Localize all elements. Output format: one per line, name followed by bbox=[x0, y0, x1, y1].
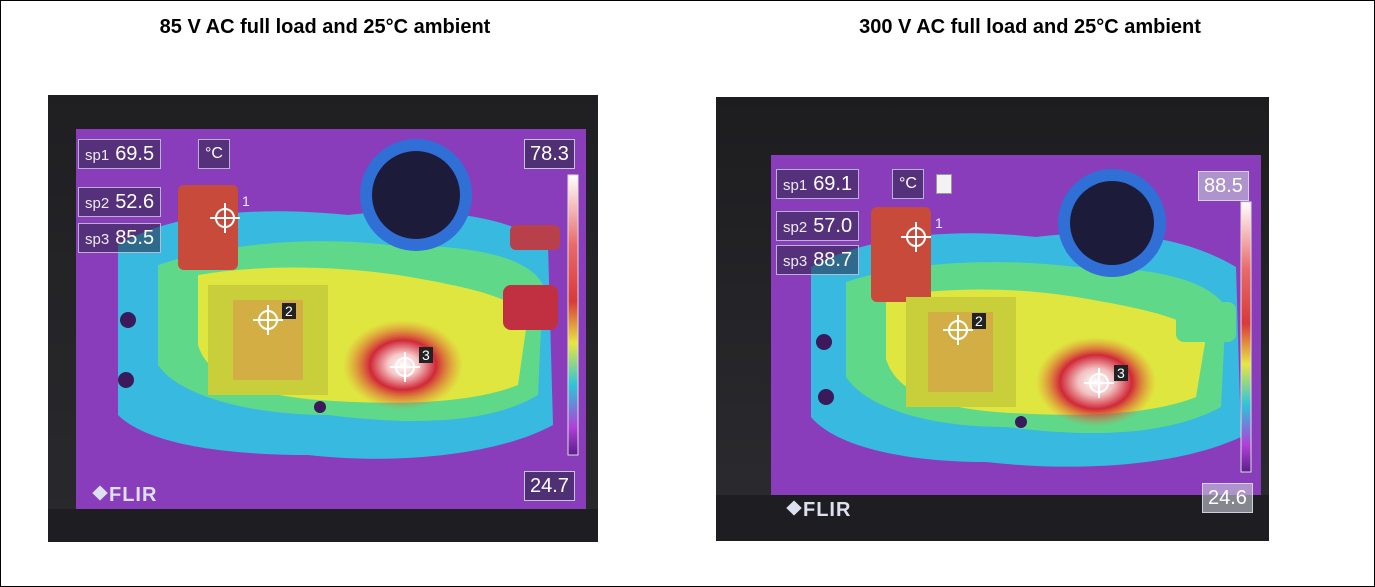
marker-label-3: 3 bbox=[1114, 365, 1128, 381]
unit-label: °C bbox=[892, 169, 924, 199]
scale-min-label: 24.6 bbox=[1202, 483, 1253, 513]
thermal-image-right: sp1 69.1 °C sp2 57.0 sp3 88.7 88.5 24.6 1 2… bbox=[716, 97, 1269, 541]
spot-reading-sp2: sp2 57.0 bbox=[776, 211, 860, 241]
marker-label-2: 2 bbox=[972, 313, 986, 329]
flir-logo-icon: ⯁FLIR bbox=[92, 484, 158, 506]
scale-min-label: 24.7 bbox=[524, 471, 575, 501]
thermal-scene-left bbox=[48, 95, 598, 542]
scale-max-label: 78.3 bbox=[524, 139, 575, 169]
marker-label-1: 1 bbox=[935, 215, 943, 231]
scale-max-label: 88.5 bbox=[1198, 171, 1249, 201]
crosshair-icon bbox=[253, 305, 283, 335]
caption-right: 300 V AC full load and 25°C ambient bbox=[859, 16, 1201, 38]
caption-left: 85 V AC full load and 25°C ambient bbox=[159, 16, 491, 38]
marker-label-2: 2 bbox=[282, 303, 296, 319]
crosshair-icon bbox=[901, 222, 931, 252]
unit-label: °C bbox=[198, 139, 230, 169]
flir-logo-icon: ⯁FLIR bbox=[786, 499, 852, 521]
thermal-image-left: sp1 69.5 °C sp2 52.6 sp3 85.5 78.3 24.7 1 2… bbox=[48, 95, 598, 542]
crosshair-icon bbox=[943, 315, 973, 345]
marker-label-1: 1 bbox=[242, 193, 250, 209]
thermal-scene-right bbox=[716, 97, 1269, 541]
lock-icon bbox=[936, 174, 952, 194]
crosshair-icon bbox=[1084, 368, 1114, 398]
marker-label-3: 3 bbox=[419, 347, 433, 363]
spot-reading-sp1: sp1 69.1 bbox=[776, 169, 860, 199]
crosshair-icon bbox=[390, 352, 420, 382]
flir-logo-text: FLIR bbox=[109, 484, 158, 506]
spot-reading-sp1: sp1 69.5 bbox=[78, 139, 162, 169]
spot-reading-sp3: sp3 88.7 bbox=[776, 245, 860, 275]
crosshair-icon bbox=[210, 203, 240, 233]
flir-logo-text: FLIR bbox=[803, 499, 852, 521]
spot-reading-sp3: sp3 85.5 bbox=[78, 223, 162, 253]
spot-reading-sp2: sp2 52.6 bbox=[78, 187, 162, 217]
